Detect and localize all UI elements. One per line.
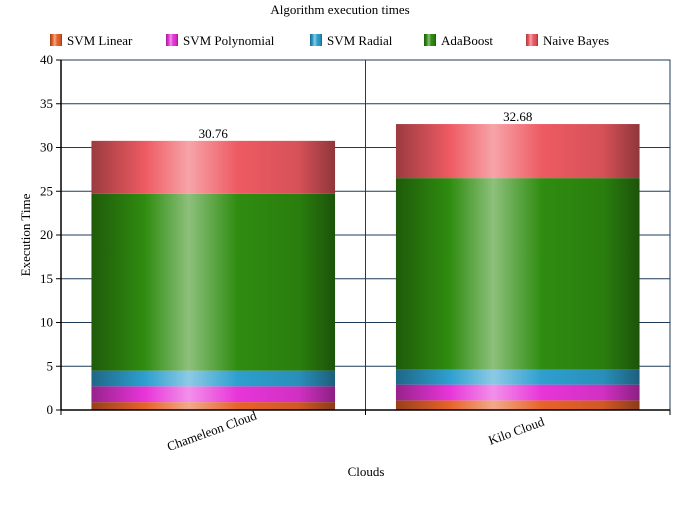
legend-swatch-0 <box>50 34 62 46</box>
bar-0-4 <box>91 140 336 194</box>
bar-1-4 <box>395 124 640 179</box>
x-axis-ticks: Chameleon Cloud Kilo Cloud <box>165 407 547 453</box>
total-label-1: 32.68 <box>503 109 532 124</box>
y-tick-label-1: 5 <box>47 358 54 373</box>
y-axis-ticks: 0 5 10 15 20 25 30 35 40 <box>40 52 61 417</box>
x-tick-label-1: Kilo Cloud <box>486 414 546 448</box>
y-axis-label: Execution Time <box>18 193 33 276</box>
legend-label-2: SVM Radial <box>327 33 393 48</box>
bar-0-0 <box>91 402 336 410</box>
legend-swatch-4 <box>526 34 538 46</box>
legend-label-3: AdaBoost <box>441 33 493 48</box>
legend-label-0: SVM Linear <box>67 33 133 48</box>
bar-1-2 <box>395 369 640 385</box>
legend-swatch-1 <box>166 34 178 46</box>
bar-0-2 <box>91 370 336 387</box>
legend: SVM Linear SVM Polynomial SVM Radial AdaBoo… <box>50 33 609 48</box>
bar-1-0 <box>395 400 640 410</box>
y-tick-label-7: 35 <box>40 96 53 111</box>
bar-1-3 <box>395 178 640 370</box>
bars: 30.76 32.68 <box>91 109 640 410</box>
y-tick-label-8: 40 <box>40 52 53 67</box>
x-axis-label: Clouds <box>348 464 385 479</box>
legend-label-4: Naive Bayes <box>543 33 609 48</box>
legend-swatch-2 <box>310 34 322 46</box>
y-tick-label-3: 15 <box>40 271 53 286</box>
legend-swatch-3 <box>424 34 436 46</box>
chart-title: Algorithm execution times <box>270 2 409 17</box>
bar-0-3 <box>91 193 336 371</box>
total-label-0: 30.76 <box>199 126 229 141</box>
x-tick-label-0: Chameleon Cloud <box>165 407 259 453</box>
y-tick-label-6: 30 <box>40 140 53 155</box>
bar-1-1 <box>395 384 640 401</box>
y-tick-label-5: 25 <box>40 183 53 198</box>
legend-label-1: SVM Polynomial <box>183 33 275 48</box>
y-tick-label-0: 0 <box>47 402 54 417</box>
y-tick-label-4: 20 <box>40 227 53 242</box>
bar-0-1 <box>91 386 336 403</box>
y-tick-label-2: 10 <box>40 315 53 330</box>
